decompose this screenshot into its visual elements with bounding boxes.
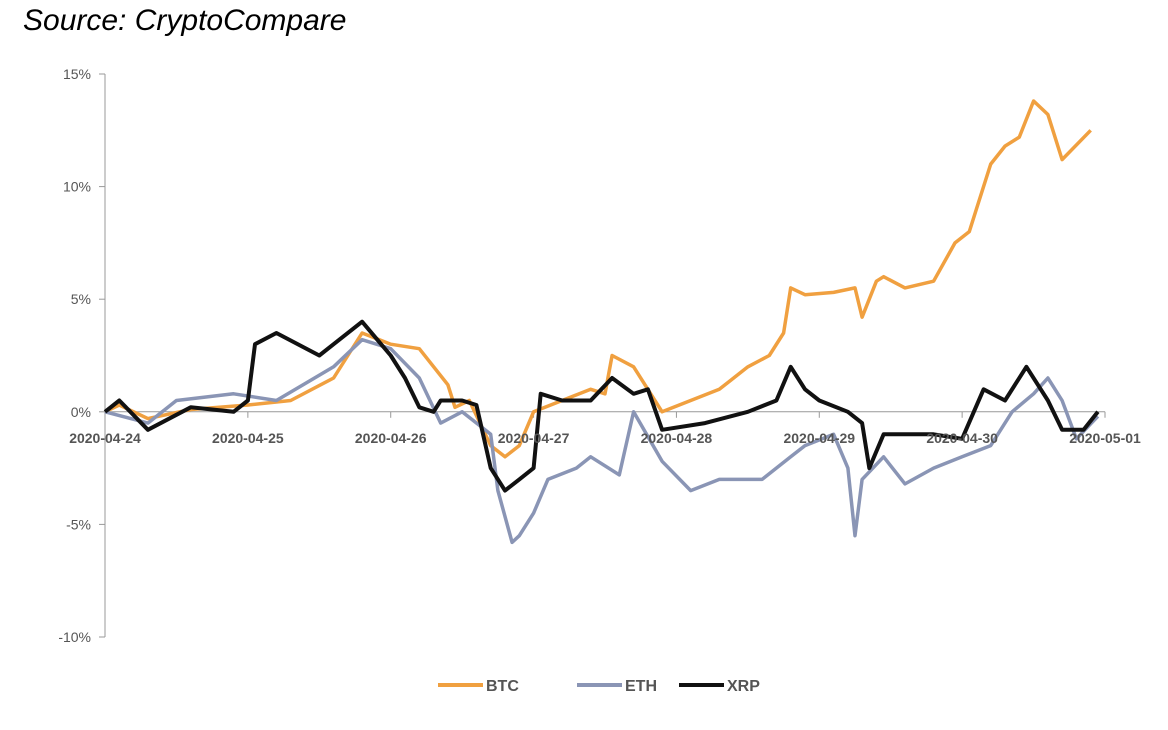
chart-legend: BTC ETH XRP bbox=[438, 678, 760, 695]
x-tick-label: 2020-04-30 bbox=[926, 430, 998, 446]
x-tick-label: 2020-04-24 bbox=[69, 430, 141, 446]
series-line-xrp bbox=[103, 319, 1100, 493]
y-tick-label: -10% bbox=[58, 629, 91, 645]
series-line-btc bbox=[104, 99, 1092, 459]
source-note: Source: CryptoCompare bbox=[23, 4, 347, 37]
x-tick-label: 2020-05-01 bbox=[1069, 430, 1141, 446]
x-tick-label: 2020-04-28 bbox=[641, 430, 713, 446]
chart-series bbox=[103, 99, 1100, 545]
x-tick-label: 2020-04-25 bbox=[212, 430, 284, 446]
legend-label-eth: ETH bbox=[625, 678, 657, 695]
y-tick-label: -5% bbox=[66, 516, 91, 532]
y-tick-label: 15% bbox=[63, 66, 91, 82]
y-tick-label: 5% bbox=[71, 291, 91, 307]
x-tick-label: 2020-04-29 bbox=[783, 430, 855, 446]
legend-label-btc: BTC bbox=[486, 678, 519, 695]
x-tick-label: 2020-04-26 bbox=[355, 430, 427, 446]
chart-axes: 15% 10% 5% 0% -5% -10% bbox=[58, 66, 1106, 645]
x-axis-tick-labels: 2020-04-24 2020-04-25 2020-04-26 2020-04-27… bbox=[69, 430, 1141, 446]
y-tick-label: 10% bbox=[63, 179, 91, 195]
legend-label-xrp: XRP bbox=[727, 678, 760, 695]
y-tick-label: 0% bbox=[71, 404, 91, 420]
x-tick-label: 2020-04-27 bbox=[498, 430, 570, 446]
